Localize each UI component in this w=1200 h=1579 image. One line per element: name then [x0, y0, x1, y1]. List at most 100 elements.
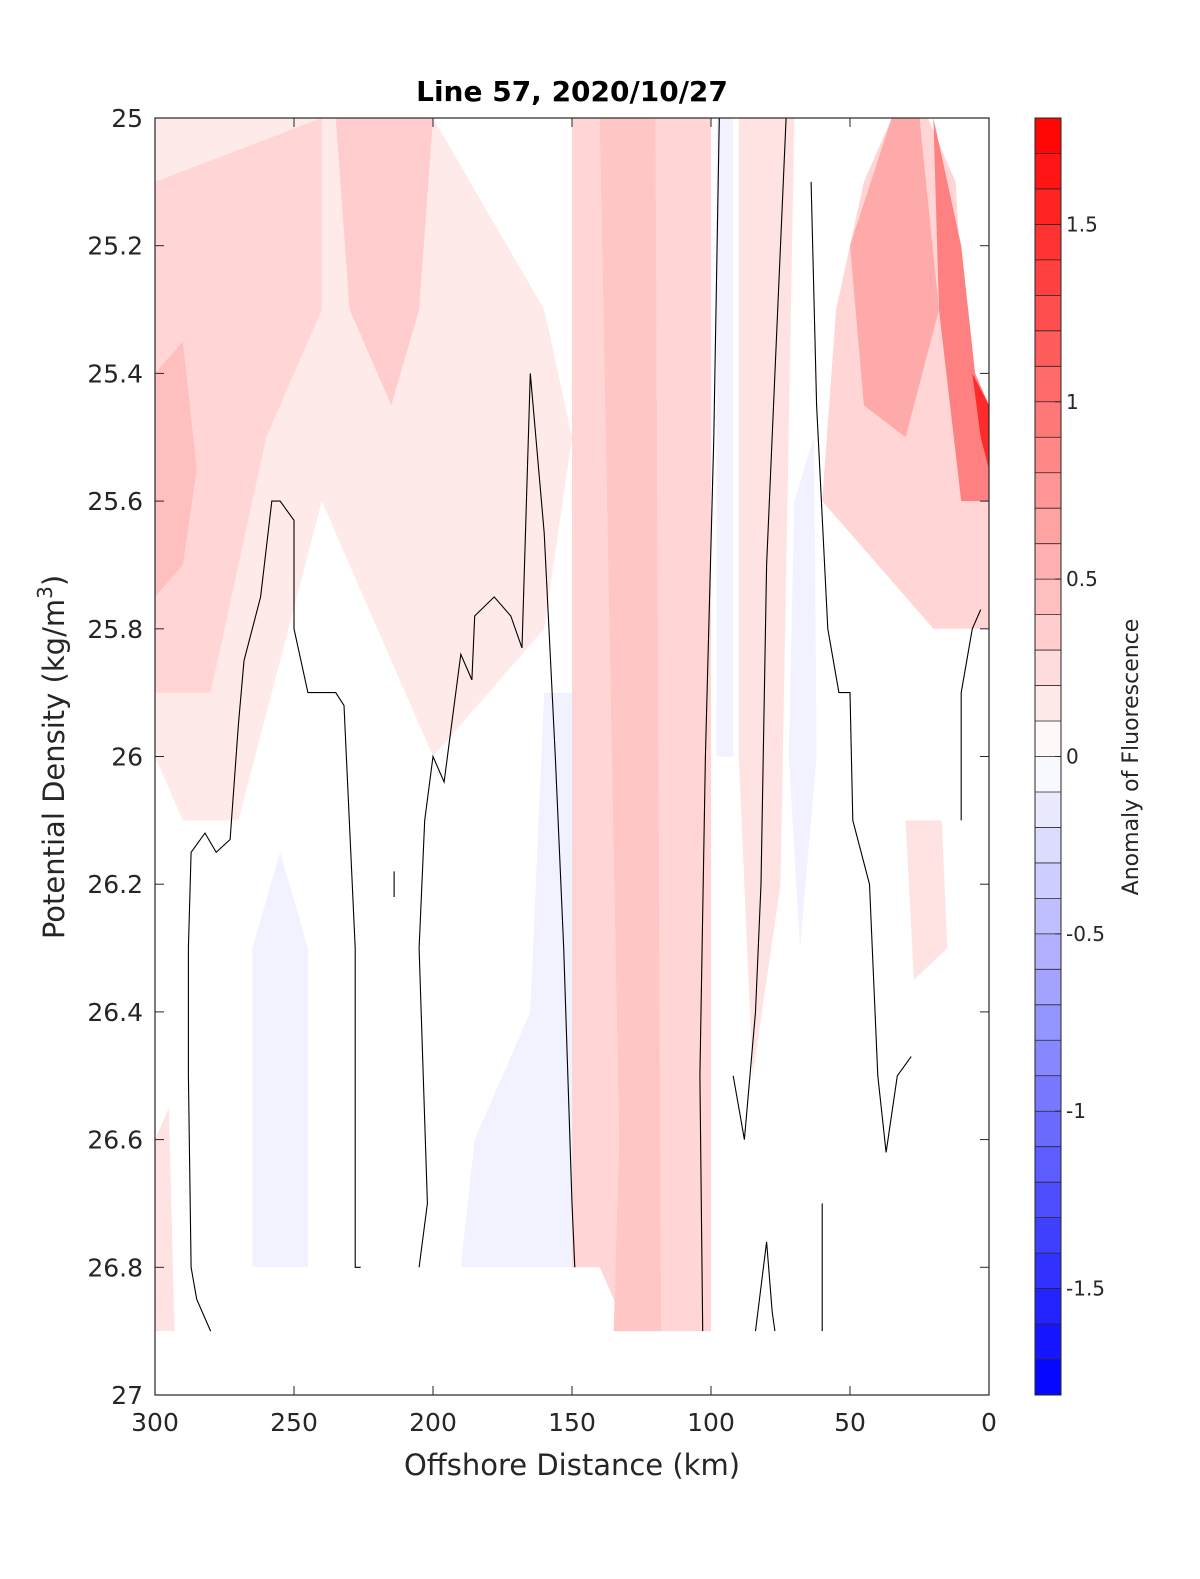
colorbar-swatch-33 — [1035, 188, 1061, 225]
colorbar-swatch-10 — [1035, 1004, 1061, 1041]
anomaly-region-3 — [155, 341, 197, 597]
y-tick-label-3: 25.6 — [87, 487, 143, 516]
anomaly-region-10 — [972, 373, 989, 470]
colorbar-swatch-8 — [1035, 1075, 1061, 1112]
colorbar-swatch-11 — [1035, 969, 1061, 1006]
colorbar-tick-label-5: 1 — [1066, 390, 1079, 414]
anomaly-region-1 — [155, 118, 322, 693]
contour-line-layer — [187, 118, 982, 1332]
colorbar-tick-label-2: -0.5 — [1066, 922, 1105, 946]
contour-line-7 — [810, 181, 912, 1153]
y-tick-label-6: 26.2 — [87, 870, 143, 899]
plot-area — [154, 117, 990, 1396]
y-axis-label-main: Potential Density (kg/m — [37, 599, 71, 939]
colorbar-swatch-27 — [1035, 401, 1061, 438]
colorbar-swatch-26 — [1035, 437, 1061, 474]
colorbar-label: Anomaly of Fluorescence — [1119, 619, 1144, 896]
colorbar: -1.5 -1 -0.5 0 0.5 1 1.5 Anomaly of Fluorescen… — [1034, 117, 1144, 1396]
x-tick-label-1: 250 — [270, 1408, 318, 1437]
anomaly-region-9 — [933, 118, 989, 502]
y-tick-label-0: 25 — [111, 104, 143, 133]
colorbar-swatch-12 — [1035, 933, 1061, 970]
colorbar-swatch-14 — [1035, 862, 1061, 899]
x-tick-label-3: 150 — [548, 1408, 596, 1437]
anomaly-region-8 — [850, 118, 939, 438]
x-tick-label-4: 100 — [687, 1408, 735, 1437]
colorbar-swatch-17 — [1035, 756, 1061, 793]
contour-line-2 — [418, 373, 576, 1268]
colorbar-swatches — [1035, 118, 1061, 1396]
colorbar-swatch-5 — [1035, 1182, 1061, 1219]
colorbar-swatch-9 — [1035, 1040, 1061, 1077]
y-tick-label-5: 26 — [111, 743, 143, 772]
colorbar-tick-label-4: 0.5 — [1066, 567, 1098, 591]
contour-line-3 — [699, 118, 720, 1332]
colorbar-swatch-7 — [1035, 1111, 1061, 1148]
anomaly-region-12 — [155, 1107, 175, 1332]
colorbar-swatch-34 — [1035, 153, 1061, 190]
colorbar-swatch-35 — [1035, 118, 1061, 154]
chart-title: Line 57, 2020/10/27 — [416, 75, 728, 108]
colorbar-swatch-20 — [1035, 650, 1061, 687]
anomaly-region-15 — [716, 118, 734, 757]
contour-line-4 — [732, 118, 787, 1140]
x-tick-label-2: 200 — [409, 1408, 457, 1437]
y-axis-label: Potential Density (kg/m3) — [33, 575, 71, 939]
colorbar-swatch-31 — [1035, 259, 1061, 296]
anomaly-fill-layer — [155, 118, 989, 1332]
y-tick-label-9: 26.8 — [87, 1253, 143, 1282]
colorbar-swatch-0 — [1035, 1359, 1061, 1396]
axis-tick-layer — [154, 117, 990, 1396]
colorbar-swatch-23 — [1035, 543, 1061, 580]
colorbar-swatch-28 — [1035, 366, 1061, 403]
x-tick-label-0: 300 — [131, 1408, 179, 1437]
colorbar-tick-label-6: 1.5 — [1066, 212, 1098, 236]
colorbar-swatch-21 — [1035, 614, 1061, 651]
y-tick-label-2: 25.4 — [87, 359, 143, 388]
contour-line-8 — [960, 609, 982, 821]
colorbar-swatch-25 — [1035, 472, 1061, 509]
x-axis-label: Offshore Distance (km) — [404, 1448, 740, 1482]
y-tick-label-4: 25.8 — [87, 615, 143, 644]
anomaly-region-14 — [460, 692, 572, 1268]
y-axis-label-superscript: 3 — [33, 586, 57, 599]
colorbar-tick-label-0: -1.5 — [1066, 1277, 1105, 1301]
colorbar-swatch-6 — [1035, 1146, 1061, 1183]
colorbar-swatch-4 — [1035, 1217, 1061, 1254]
colorbar-ticks: -1.5 -1 -0.5 0 0.5 1 1.5 — [1055, 212, 1105, 1301]
anomaly-region-16 — [788, 437, 817, 949]
colorbar-swatch-15 — [1035, 827, 1061, 864]
y-tick-label-8: 26.6 — [87, 1126, 143, 1155]
colorbar-tick-label-1: -1 — [1066, 1099, 1086, 1123]
colorbar-tick-label-3: 0 — [1066, 745, 1079, 769]
x-tick-label-5: 50 — [834, 1408, 866, 1437]
anomaly-region-6 — [738, 118, 795, 1076]
anomaly-region-13 — [252, 852, 308, 1268]
colorbar-swatch-19 — [1035, 685, 1061, 722]
colorbar-swatch-22 — [1035, 579, 1061, 616]
colorbar-swatch-1 — [1035, 1324, 1061, 1361]
colorbar-swatch-32 — [1035, 224, 1061, 261]
anomaly-region-2 — [335, 118, 433, 406]
y-axis-label-close: ) — [37, 575, 71, 586]
x-tick-label-6: 0 — [981, 1408, 997, 1437]
colorbar-swatch-24 — [1035, 508, 1061, 545]
colorbar-swatch-13 — [1035, 898, 1061, 935]
y-tick-label-10: 27 — [111, 1381, 143, 1410]
y-axis: 25 25.2 25.4 25.6 25.8 26 26.2 26.4 26.6 26.8 27 — [87, 104, 143, 1410]
colorbar-swatch-29 — [1035, 330, 1061, 367]
colorbar-swatch-30 — [1035, 295, 1061, 332]
colorbar-swatch-2 — [1035, 1288, 1061, 1325]
y-tick-label-1: 25.2 — [87, 232, 143, 261]
colorbar-swatch-16 — [1035, 791, 1061, 828]
contour-line-5 — [754, 1241, 776, 1332]
contour-line-0 — [187, 500, 361, 1332]
y-tick-label-7: 26.4 — [87, 998, 143, 1027]
colorbar-swatch-3 — [1035, 1253, 1061, 1290]
colorbar-swatch-18 — [1035, 721, 1061, 757]
anomaly-region-5 — [599, 118, 661, 1332]
x-axis: 300 250 200 150 100 50 0 — [131, 1408, 997, 1437]
anomaly-region-11 — [905, 820, 948, 980]
